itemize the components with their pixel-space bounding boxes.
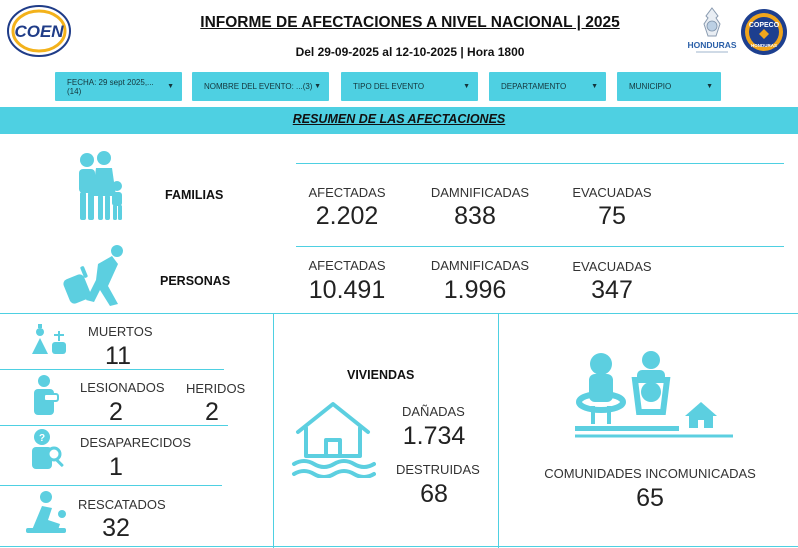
divider bbox=[273, 313, 274, 548]
personas-evacuadas-value: 347 bbox=[591, 276, 633, 304]
lesionados-value: 2 bbox=[109, 398, 123, 426]
filter-tipo-evento[interactable]: TIPO DEL EVENTO ▼ bbox=[341, 72, 478, 101]
familias-damnificadas-label: DAMNIFICADAS bbox=[430, 185, 530, 200]
desaparecidos-value: 1 bbox=[109, 453, 123, 481]
familias-afectadas-value: 2.202 bbox=[315, 202, 379, 230]
familias-damnificadas-value: 838 bbox=[454, 202, 496, 230]
rescatados-value: 32 bbox=[102, 514, 130, 542]
page-title: INFORME DE AFECTACIONES A NIVEL NACIONAL… bbox=[200, 14, 620, 31]
filter-fecha[interactable]: FECHA: 29 sept 2025,...(14) ▼ bbox=[55, 72, 182, 101]
familias-evacuadas-label: EVACUADAS bbox=[572, 185, 652, 200]
familias-evacuadas-value: 75 bbox=[598, 202, 626, 230]
chevron-down-icon: ▼ bbox=[706, 83, 713, 90]
chevron-down-icon: ▼ bbox=[463, 83, 470, 90]
comunidades-label: COMUNIDADES INCOMUNICADAS bbox=[544, 466, 756, 481]
personas-evacuadas-label: EVACUADAS bbox=[572, 259, 652, 274]
personas-label: PERSONAS bbox=[160, 274, 231, 288]
filter-nombre-evento[interactable]: NOMBRE DEL EVENTO: ...(3) ▼ bbox=[192, 72, 329, 101]
viviendas-destruidas-label: DESTRUIDAS bbox=[396, 462, 480, 477]
coen-logo-text: COEN bbox=[14, 22, 64, 41]
injured-icon bbox=[32, 374, 60, 416]
divider bbox=[0, 546, 798, 547]
section-band bbox=[0, 107, 798, 134]
filter-departamento[interactable]: DEPARTAMENTO ▼ bbox=[489, 72, 606, 101]
muertos-value: 11 bbox=[105, 342, 131, 370]
filter-municipio-label: MUNICIPIO bbox=[629, 82, 672, 91]
familias-afectadas-label: AFECTADAS bbox=[308, 185, 386, 200]
chevron-down-icon: ▼ bbox=[167, 83, 174, 90]
honduras-logo: HONDURAS bbox=[686, 6, 738, 56]
divider bbox=[498, 313, 499, 548]
chevron-down-icon: ▼ bbox=[314, 83, 321, 90]
coen-logo: COEN bbox=[6, 4, 72, 58]
divider bbox=[0, 369, 224, 370]
copeco-logo-text: COPECO bbox=[749, 22, 780, 29]
filter-nombre-evento-label: NOMBRE DEL EVENTO: ...(3) bbox=[204, 82, 313, 91]
page-subtitle: Del 29-09-2025 al 12-10-2025 | Hora 1800 bbox=[295, 45, 525, 59]
divider bbox=[0, 313, 798, 314]
filter-tipo-evento-label: TIPO DEL EVENTO bbox=[353, 82, 425, 91]
divider bbox=[296, 246, 784, 247]
viviendas-danadas-value: 1.734 bbox=[402, 422, 466, 450]
isolated-community-icon bbox=[575, 350, 735, 442]
section-title: RESUMEN DE LAS AFECTACIONES bbox=[292, 112, 506, 126]
personas-damnificadas-value: 1.996 bbox=[443, 276, 507, 304]
personas-afectadas-label: AFECTADAS bbox=[308, 258, 386, 273]
rescatados-label: RESCATADOS bbox=[78, 497, 166, 512]
desaparecidos-label: DESAPARECIDOS bbox=[80, 435, 192, 450]
personas-damnificadas-label: DAMNIFICADAS bbox=[430, 258, 530, 273]
viviendas-destruidas-value: 68 bbox=[420, 480, 448, 508]
heridos-label: HERIDOS bbox=[186, 381, 246, 396]
person-luggage-icon bbox=[62, 242, 128, 308]
rescue-icon bbox=[24, 490, 70, 534]
filter-departamento-label: DEPARTAMENTO bbox=[501, 82, 567, 91]
personas-afectadas-value: 10.491 bbox=[308, 276, 386, 304]
filter-municipio[interactable]: MUNICIPIO ▼ bbox=[617, 72, 721, 101]
divider bbox=[296, 163, 784, 164]
divider bbox=[0, 425, 228, 426]
missing-person-icon: ? bbox=[30, 428, 66, 470]
divider bbox=[0, 485, 222, 486]
heridos-value: 2 bbox=[205, 398, 219, 426]
copeco-logo-sub: HONDURAS bbox=[751, 43, 777, 48]
comunidades-value: 65 bbox=[636, 484, 664, 512]
chevron-down-icon: ▼ bbox=[591, 83, 598, 90]
honduras-logo-text: HONDURAS bbox=[687, 40, 736, 50]
copeco-logo: COPECO HONDURAS bbox=[740, 8, 788, 56]
viviendas-danadas-label: DAÑADAS bbox=[402, 404, 465, 419]
viviendas-label: VIVIENDAS bbox=[347, 368, 415, 382]
svg-text:?: ? bbox=[39, 433, 45, 444]
filter-fecha-label: FECHA: 29 sept 2025,...(14) bbox=[67, 77, 154, 96]
flooded-house-icon bbox=[290, 398, 376, 478]
familias-label: FAMILIAS bbox=[165, 188, 224, 202]
muertos-label: MUERTOS bbox=[88, 324, 153, 339]
lesionados-label: LESIONADOS bbox=[80, 380, 165, 395]
family-icon bbox=[74, 150, 126, 222]
deceased-icon bbox=[30, 322, 70, 356]
